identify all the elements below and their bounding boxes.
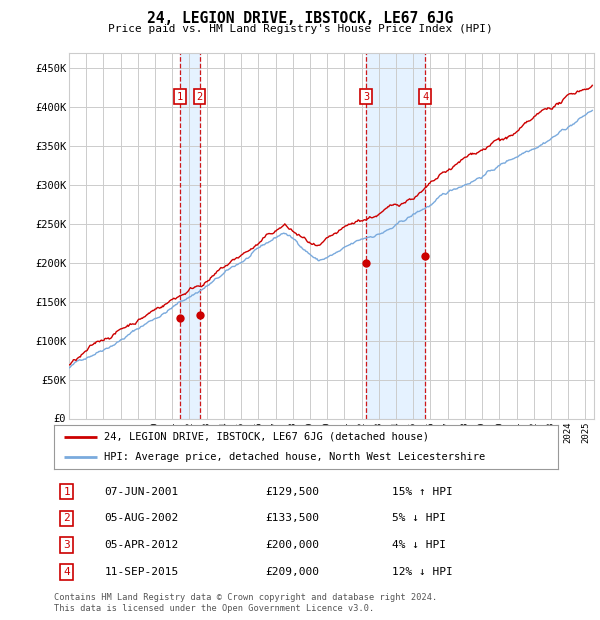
Text: 2: 2 xyxy=(63,513,70,523)
Bar xyxy=(180,53,200,419)
Text: 3: 3 xyxy=(63,540,70,550)
Text: 24, LEGION DRIVE, IBSTOCK, LE67 6JG: 24, LEGION DRIVE, IBSTOCK, LE67 6JG xyxy=(147,11,453,26)
Text: 15% ↑ HPI: 15% ↑ HPI xyxy=(392,487,452,497)
Text: 05-AUG-2002: 05-AUG-2002 xyxy=(104,513,179,523)
Text: 05-APR-2012: 05-APR-2012 xyxy=(104,540,179,550)
Text: 4: 4 xyxy=(63,567,70,577)
Text: Price paid vs. HM Land Registry's House Price Index (HPI): Price paid vs. HM Land Registry's House … xyxy=(107,24,493,33)
Text: £200,000: £200,000 xyxy=(266,540,320,550)
Text: HPI: Average price, detached house, North West Leicestershire: HPI: Average price, detached house, Nort… xyxy=(104,452,485,463)
Text: 11-SEP-2015: 11-SEP-2015 xyxy=(104,567,179,577)
Text: £133,500: £133,500 xyxy=(266,513,320,523)
Text: £129,500: £129,500 xyxy=(266,487,320,497)
Text: 1: 1 xyxy=(63,487,70,497)
Text: £209,000: £209,000 xyxy=(266,567,320,577)
Text: 07-JUN-2001: 07-JUN-2001 xyxy=(104,487,179,497)
Text: 5% ↓ HPI: 5% ↓ HPI xyxy=(392,513,446,523)
Text: 4% ↓ HPI: 4% ↓ HPI xyxy=(392,540,446,550)
Bar xyxy=(366,53,425,419)
Text: 4: 4 xyxy=(422,92,428,102)
Text: 12% ↓ HPI: 12% ↓ HPI xyxy=(392,567,452,577)
Text: 3: 3 xyxy=(363,92,369,102)
Text: This data is licensed under the Open Government Licence v3.0.: This data is licensed under the Open Gov… xyxy=(54,604,374,613)
Text: Contains HM Land Registry data © Crown copyright and database right 2024.: Contains HM Land Registry data © Crown c… xyxy=(54,593,437,602)
Text: 24, LEGION DRIVE, IBSTOCK, LE67 6JG (detached house): 24, LEGION DRIVE, IBSTOCK, LE67 6JG (det… xyxy=(104,432,430,442)
Text: 1: 1 xyxy=(177,92,183,102)
Text: 2: 2 xyxy=(197,92,203,102)
